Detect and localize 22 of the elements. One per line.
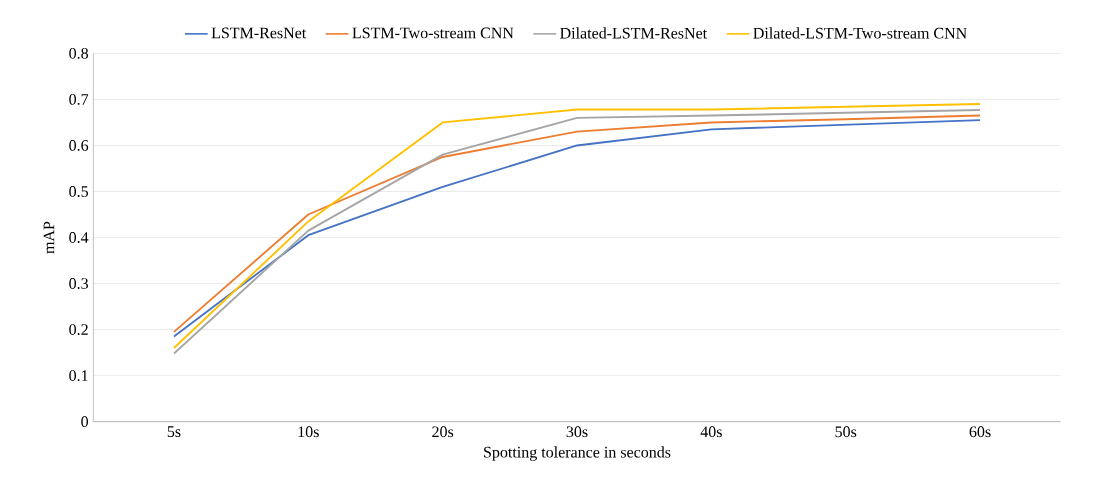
x-axis-title: Spotting tolerance in seconds xyxy=(484,446,671,461)
y-tick-label: 0.3 xyxy=(69,278,89,289)
legend-label: Dilated-LSTM-ResNet xyxy=(560,27,708,39)
y-tick-label: 0 xyxy=(81,416,89,428)
y-tick-label: 0.5 xyxy=(69,186,89,197)
y-tick-label: 0.4 xyxy=(69,232,89,243)
x-tick-label: 40s xyxy=(700,426,722,438)
y-tick-label: 0.7 xyxy=(69,93,89,105)
legend-label: Dilated-LSTM-Two-stream CNN xyxy=(753,27,967,39)
x-tick-label: 5s xyxy=(167,426,181,437)
x-tick-label: 20s xyxy=(432,426,454,438)
y-tick-label: 0.2 xyxy=(69,324,88,336)
legend-label: LSTM-Two-stream CNN xyxy=(352,27,514,39)
x-tick-label: 50s xyxy=(835,426,857,438)
x-tick-label: 10s xyxy=(298,426,319,438)
y-tick-label: 0.1 xyxy=(69,370,88,382)
y-tick-label: 0.8 xyxy=(69,47,89,59)
x-tick-label: 30s xyxy=(566,426,588,438)
legend-label: LSTM-ResNet xyxy=(211,27,307,39)
y-axis-title: mAP xyxy=(43,221,55,254)
y-tick-label: 0.6 xyxy=(69,140,89,151)
x-tick-label: 60s xyxy=(969,426,991,438)
